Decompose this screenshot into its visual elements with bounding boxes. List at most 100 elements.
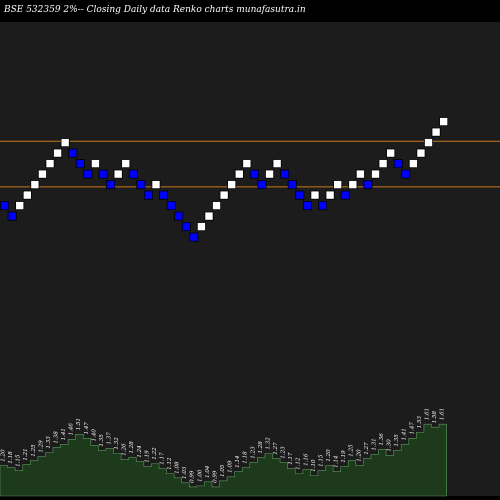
- brick-24: [181, 222, 191, 232]
- volume-label-12: 1.40: [91, 429, 97, 442]
- renko-bricks: [0, 117, 449, 242]
- brick-6: [45, 159, 55, 169]
- brick-37: [280, 169, 290, 179]
- volume-label-21: 1.17: [159, 452, 165, 465]
- brick-13: [98, 169, 108, 179]
- brick-28: [212, 201, 222, 211]
- brick-57: [431, 127, 441, 137]
- volume-label-5: 1.29: [38, 440, 44, 453]
- brick-15: [113, 169, 123, 179]
- volume-label-40: 1.16: [303, 453, 309, 466]
- volume-label-28: 0.99: [212, 470, 218, 483]
- brick-40: [302, 201, 312, 211]
- volume-label-47: 1.20: [356, 449, 362, 462]
- horizontal-lines: [0, 140, 500, 188]
- brick-16: [121, 159, 131, 169]
- brick-56: [424, 138, 434, 148]
- brick-25: [189, 232, 199, 242]
- volume-label-22: 1.12: [167, 457, 173, 470]
- volume-label-56: 1.61: [424, 408, 430, 420]
- volume-label-17: 1.28: [129, 441, 135, 454]
- volume-label-20: 1.22: [152, 447, 158, 460]
- volume-label-6: 1.33: [46, 436, 52, 449]
- volume-label-44: 1.14: [334, 455, 340, 468]
- brick-2: [15, 201, 25, 211]
- volume-label-27: 1.04: [205, 465, 211, 478]
- brick-8: [60, 138, 70, 148]
- brick-47: [355, 169, 365, 179]
- brick-30: [227, 180, 237, 190]
- brick-21: [159, 190, 169, 200]
- volume-label-55: 1.53: [417, 416, 423, 429]
- volume-path: [0, 423, 447, 497]
- volume-label-42: 1.15: [318, 454, 324, 467]
- volume-label-51: 1.30: [387, 439, 393, 452]
- volume-label-29: 1.05: [220, 464, 226, 477]
- volume-labels: 1.20 1.18 1.15 1.21 1.25 1.29 1.33 1.38 1.41 1.46…: [1, 408, 446, 483]
- brick-50: [378, 159, 388, 169]
- brick-4: [30, 180, 40, 190]
- volume-label-33: 1.23: [250, 446, 256, 459]
- volume-label-24: 1.03: [182, 466, 188, 479]
- volume-label-46: 1.25: [349, 444, 355, 457]
- volume-label-39: 1.12: [296, 457, 302, 470]
- brick-39: [295, 190, 305, 200]
- volume-label-52: 1.35: [394, 434, 400, 447]
- brick-45: [340, 190, 350, 200]
- volume-label-15: 1.32: [114, 437, 120, 450]
- brick-36: [272, 159, 282, 169]
- brick-33: [249, 169, 259, 179]
- brick-9: [68, 148, 78, 158]
- brick-10: [75, 159, 85, 169]
- brick-17: [128, 169, 138, 179]
- volume-label-14: 1.37: [106, 432, 112, 445]
- volume-label-31: 1.14: [235, 455, 241, 468]
- volume-label-34: 1.28: [258, 441, 264, 454]
- brick-22: [166, 201, 176, 211]
- brick-46: [348, 180, 358, 190]
- brick-27: [204, 211, 214, 221]
- brick-55: [416, 148, 426, 158]
- volume-label-32: 1.18: [243, 451, 249, 464]
- brick-0: [0, 201, 10, 211]
- volume-label-23: 1.08: [175, 461, 181, 474]
- brick-14: [106, 180, 116, 190]
- brick-11: [83, 169, 93, 179]
- brick-38: [287, 180, 297, 190]
- brick-41: [310, 190, 320, 200]
- volume-label-7: 1.38: [53, 431, 59, 444]
- volume-label-35: 1.32: [265, 437, 271, 450]
- volume-label-58: 1.61: [440, 408, 446, 420]
- brick-3: [22, 190, 32, 200]
- brick-32: [242, 159, 252, 169]
- volume-label-2: 1.15: [16, 454, 22, 467]
- volume-label-0: 1.20: [1, 449, 7, 462]
- brick-31: [234, 169, 244, 179]
- brick-51: [386, 148, 396, 158]
- volume-label-10: 1.51: [76, 418, 82, 430]
- volume-label-49: 1.31: [371, 438, 377, 450]
- volume-label-26: 1.00: [197, 469, 203, 482]
- volume-label-30: 1.09: [228, 460, 234, 473]
- volume-label-43: 1.20: [326, 449, 332, 462]
- brick-49: [371, 169, 381, 179]
- brick-12: [90, 159, 100, 169]
- chart-title: BSE 532359 2%-- Closing Daily data Renko…: [3, 5, 306, 15]
- volume-label-37: 1.23: [281, 446, 287, 459]
- brick-53: [401, 169, 411, 179]
- brick-44: [333, 180, 343, 190]
- volume-label-54: 1.47: [409, 422, 415, 435]
- brick-29: [219, 190, 229, 200]
- brick-43: [325, 190, 335, 200]
- brick-48: [363, 180, 373, 190]
- volume-label-48: 1.27: [364, 442, 370, 455]
- brick-34: [257, 180, 267, 190]
- volume-label-41: 1.10: [311, 459, 317, 472]
- brick-19: [143, 190, 153, 200]
- volume-label-36: 1.27: [273, 442, 279, 455]
- volume-label-53: 1.41: [402, 428, 408, 440]
- volume-area: [0, 423, 447, 497]
- volume-label-38: 1.17: [288, 452, 294, 465]
- volume-label-1: 1.18: [8, 451, 14, 464]
